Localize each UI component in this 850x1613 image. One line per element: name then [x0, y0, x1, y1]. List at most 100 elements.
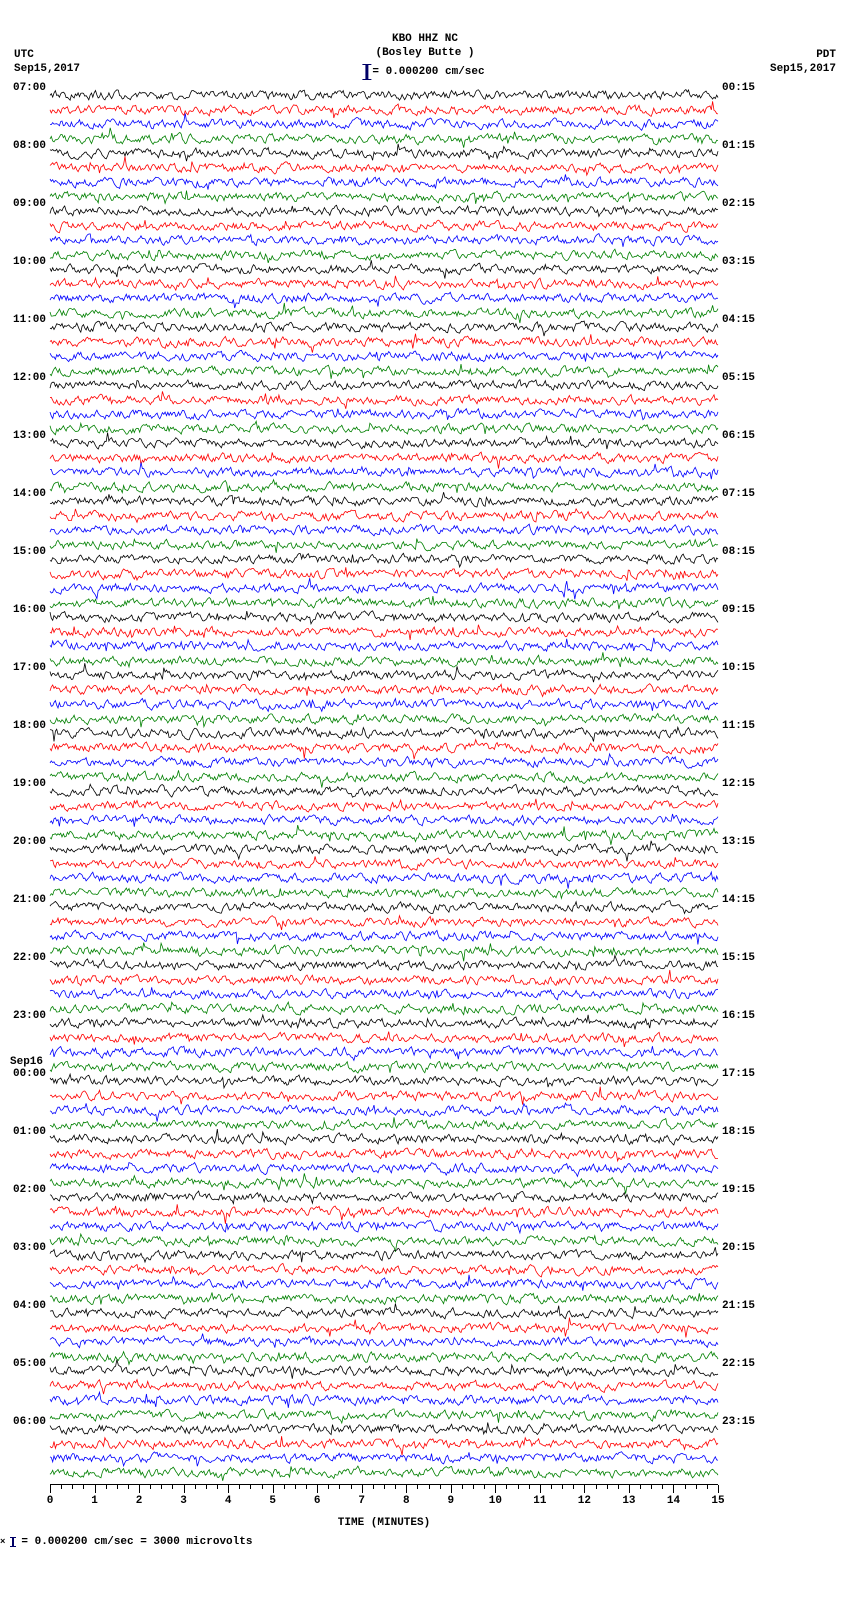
x-tick-minor [573, 1485, 574, 1489]
x-tick-minor [339, 1485, 340, 1489]
x-tick-minor [473, 1485, 474, 1489]
header: UTC Sep15,2017 KBO HHZ NC (Bosley Butte … [0, 0, 850, 52]
x-tick-minor [707, 1485, 708, 1489]
x-tick-major [95, 1485, 96, 1493]
x-tick-major [540, 1485, 541, 1493]
x-tick-minor [72, 1485, 73, 1489]
x-tick-minor [484, 1485, 485, 1489]
x-tick-label: 13 [622, 1495, 635, 1507]
x-tick-major [495, 1485, 496, 1493]
x-tick-minor [518, 1485, 519, 1489]
x-tick-label: 0 [47, 1495, 54, 1507]
scale-indicator: = 0.000200 cm/sec [365, 64, 484, 80]
utc-time-label: 12:00 [10, 372, 46, 384]
x-tick-minor [696, 1485, 697, 1489]
utc-time-label: 21:00 [10, 894, 46, 906]
scale-text: = 0.000200 cm/sec [372, 66, 484, 78]
footer-text: = 0.000200 cm/sec = 3000 microvolts [21, 1536, 252, 1548]
utc-time-label: 10:00 [10, 256, 46, 268]
utc-time-label: 01:00 [10, 1126, 46, 1138]
utc-time-label: 18:00 [10, 720, 46, 732]
pdt-time-label: 05:15 [722, 372, 758, 384]
x-tick-minor [618, 1485, 619, 1489]
x-tick-minor [206, 1485, 207, 1489]
x-tick-minor [640, 1485, 641, 1489]
pdt-time-label: 15:15 [722, 952, 758, 964]
x-tick-major [50, 1485, 51, 1493]
utc-time-label: 05:00 [10, 1358, 46, 1370]
x-tick-label: 14 [667, 1495, 680, 1507]
x-axis-title: TIME (MINUTES) [50, 1517, 718, 1529]
station-name: (Bosley Butte ) [375, 47, 474, 59]
scale-bar-icon [365, 64, 368, 80]
pdt-time-label: 03:15 [722, 256, 758, 268]
x-tick-minor [106, 1485, 107, 1489]
x-tick-label: 9 [447, 1495, 454, 1507]
plot-area: 07:0000:1508:0001:1509:0002:1510:0003:15… [50, 88, 718, 1480]
x-tick-minor [128, 1485, 129, 1489]
x-tick-minor [306, 1485, 307, 1489]
x-tick-major [584, 1485, 585, 1493]
pdt-time-label: 01:15 [722, 140, 758, 152]
utc-time-label: 16:00 [10, 604, 46, 616]
pdt-time-label: 12:15 [722, 778, 758, 790]
x-axis: 0123456789101112131415 TIME (MINUTES) [50, 1484, 718, 1529]
utc-time-label: 13:00 [10, 430, 46, 442]
x-tick-minor [351, 1485, 352, 1489]
x-tick-minor [262, 1485, 263, 1489]
pdt-time-label: 10:15 [722, 662, 758, 674]
x-tick-minor [462, 1485, 463, 1489]
pdt-time-label: 20:15 [722, 1242, 758, 1254]
utc-time-label: 06:00 [10, 1416, 46, 1428]
utc-time-label: 19:00 [10, 778, 46, 790]
x-tick-major [406, 1485, 407, 1493]
x-tick-minor [61, 1485, 62, 1489]
x-tick-label: 1 [91, 1495, 98, 1507]
pdt-time-label: 22:15 [722, 1358, 758, 1370]
pdt-label: PDT [816, 49, 836, 61]
station-id: KBO HHZ NC [392, 33, 458, 45]
x-tick-minor [417, 1485, 418, 1489]
utc-time-label: 11:00 [10, 314, 46, 326]
x-tick-minor [384, 1485, 385, 1489]
pdt-time-label: 16:15 [722, 1010, 758, 1022]
x-tick-minor [551, 1485, 552, 1489]
seismogram-page: UTC Sep15,2017 KBO HHZ NC (Bosley Butte … [0, 0, 850, 1560]
x-tick-minor [529, 1485, 530, 1489]
header-pdt-block: PDT Sep15,2017 [770, 48, 836, 76]
x-tick-minor [607, 1485, 608, 1489]
x-tick-minor [651, 1485, 652, 1489]
utc-time-label: 04:00 [10, 1300, 46, 1312]
utc-time-label: 00:00 [10, 1068, 46, 1080]
x-tick-label: 8 [403, 1495, 410, 1507]
x-axis-line: 0123456789101112131415 [50, 1484, 718, 1495]
x-tick-label: 7 [358, 1495, 365, 1507]
x-tick-major [362, 1485, 363, 1493]
pdt-time-label: 19:15 [722, 1184, 758, 1196]
x-tick-minor [685, 1485, 686, 1489]
x-tick-minor [373, 1485, 374, 1489]
pdt-time-label: 21:15 [722, 1300, 758, 1312]
utc-time-label: 23:00 [10, 1010, 46, 1022]
utc-time-label: 08:00 [10, 140, 46, 152]
x-tick-major [184, 1485, 185, 1493]
x-tick-major [718, 1485, 719, 1493]
x-tick-minor [596, 1485, 597, 1489]
pdt-time-label: 02:15 [722, 198, 758, 210]
utc-date: Sep15,2017 [14, 63, 80, 75]
x-tick-minor [662, 1485, 663, 1489]
x-tick-major [673, 1485, 674, 1493]
pdt-time-label: 17:15 [722, 1068, 758, 1080]
pdt-time-label: 11:15 [722, 720, 758, 732]
x-tick-minor [161, 1485, 162, 1489]
x-tick-minor [395, 1485, 396, 1489]
x-tick-minor [250, 1485, 251, 1489]
x-tick-minor [117, 1485, 118, 1489]
x-tick-major [228, 1485, 229, 1493]
pdt-time-label: 04:15 [722, 314, 758, 326]
x-tick-major [629, 1485, 630, 1493]
footer-scale-bar-icon [12, 1537, 14, 1547]
trace-row [50, 1466, 718, 1481]
utc-time-label: 14:00 [10, 488, 46, 500]
x-tick-label: 11 [533, 1495, 546, 1507]
